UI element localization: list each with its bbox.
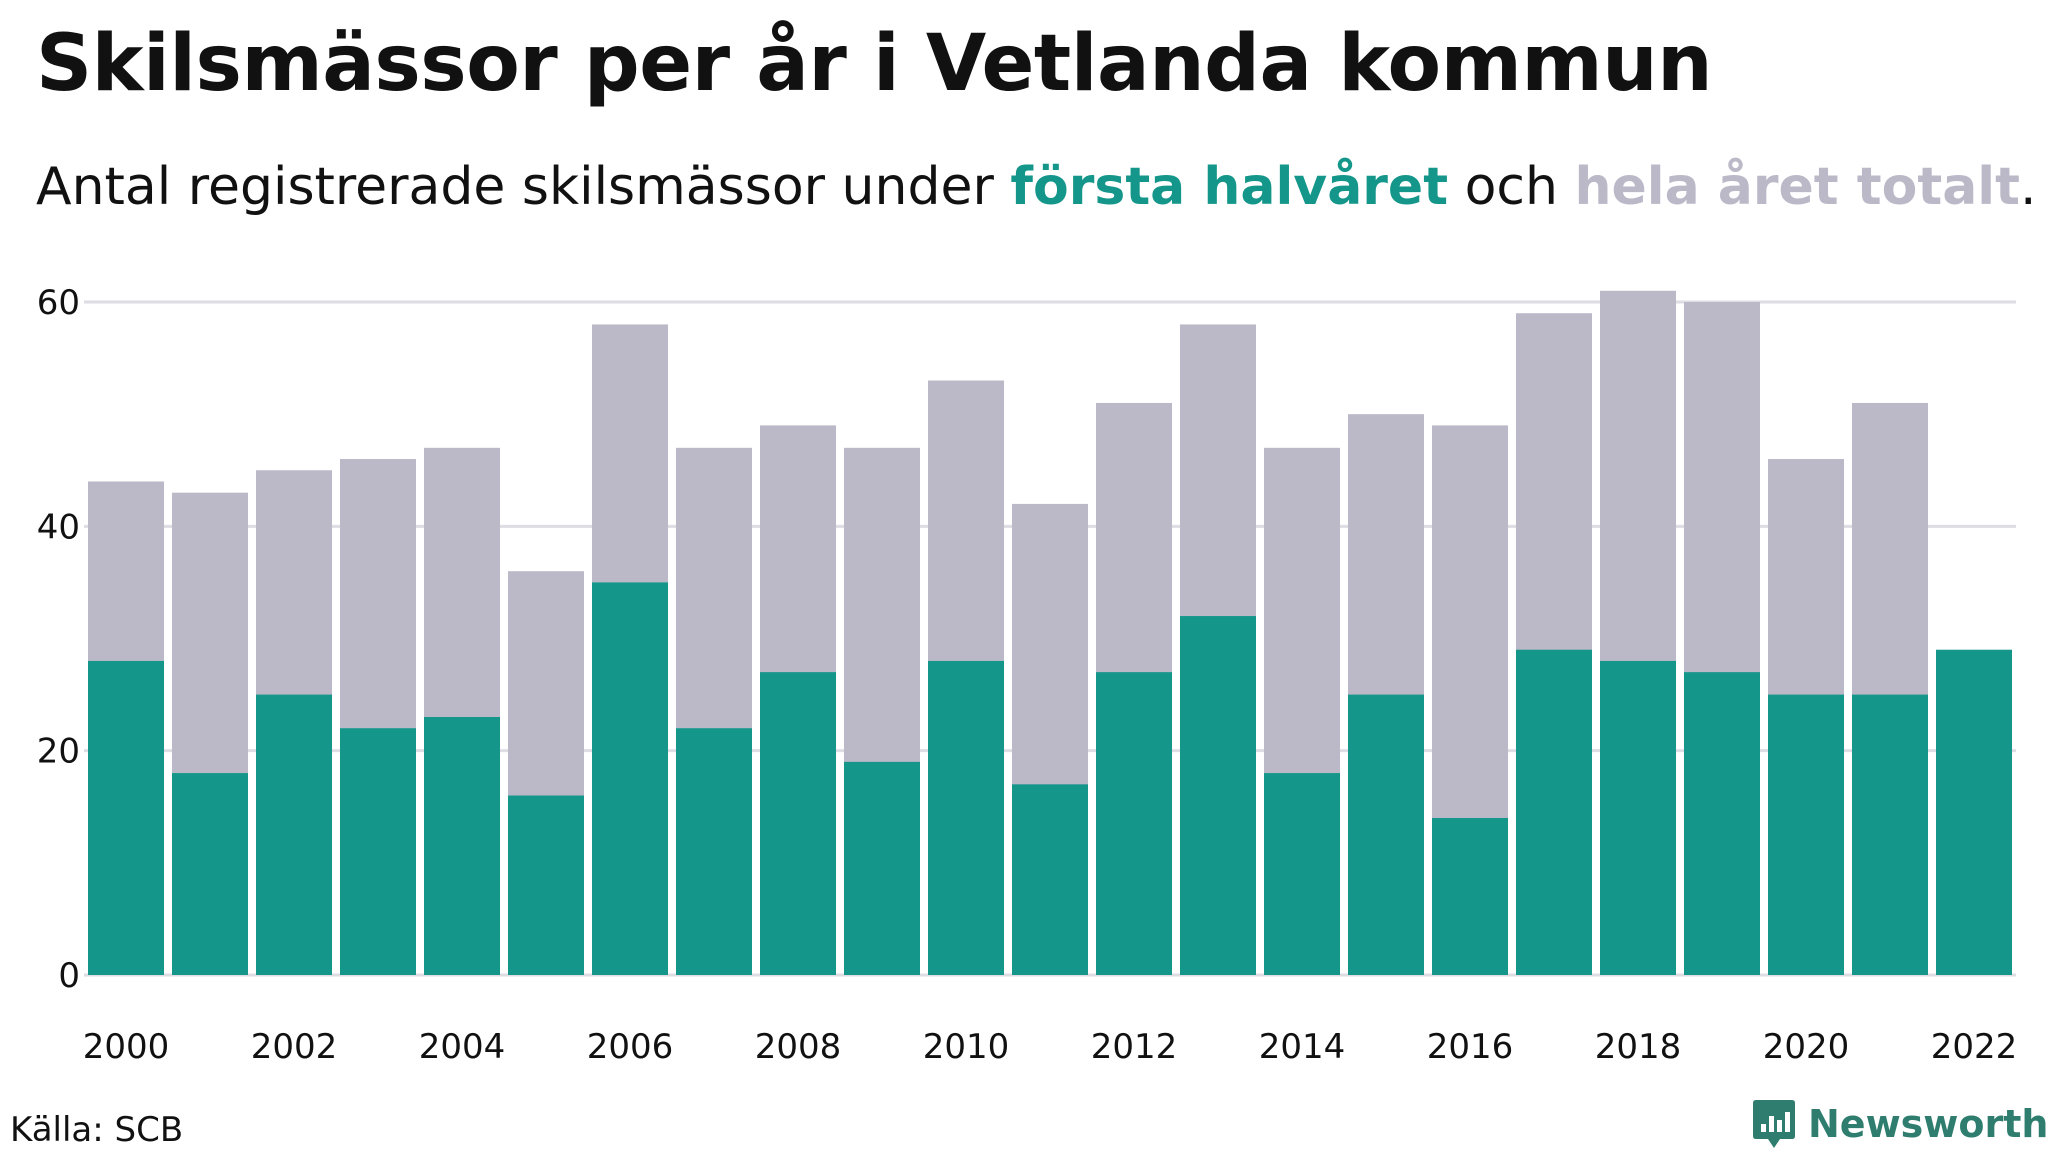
bar-first-half-2005: [508, 795, 584, 975]
y-tick-label: 20: [37, 732, 80, 772]
y-axis: 0 20 40 60: [37, 283, 80, 996]
bar-first-half-2013: [1180, 616, 1256, 975]
subtitle-prefix: Antal registrerade skilsmässor under: [36, 157, 1011, 217]
bar-first-half-2021: [1852, 694, 1928, 975]
y-tick-label: 60: [37, 283, 80, 323]
x-tick-label: 2022: [1931, 1027, 2018, 1067]
x-tick-label: 2014: [1259, 1027, 1346, 1067]
x-tick-label: 2012: [1091, 1027, 1178, 1067]
bar-first-half-2006: [592, 582, 668, 975]
bar-first-half-2007: [676, 728, 752, 975]
subtitle-middle: och: [1448, 157, 1575, 217]
bar-first-half-2011: [1012, 784, 1088, 975]
x-tick-label: 2010: [923, 1027, 1010, 1067]
x-tick-label: 2016: [1427, 1027, 1514, 1067]
newsworthy-logo-icon: [1753, 1100, 1795, 1148]
bar-first-half-2016: [1432, 817, 1508, 975]
bar-first-half-2008: [760, 672, 836, 975]
bar-first-half-2012: [1096, 672, 1172, 975]
source-note: Källa: SCB: [10, 1110, 184, 1150]
subtitle-highlight-first-half: första halvåret: [1010, 157, 1449, 217]
bar-first-half-2018: [1600, 660, 1676, 975]
bar-first-half-2010: [928, 660, 1004, 975]
bar-first-half-2003: [340, 728, 416, 975]
bar-first-half-2002: [256, 694, 332, 975]
chart-subtitle: Antal registrerade skilsmässor under för…: [36, 156, 2037, 218]
brand-name: Newsworthy: [1808, 1102, 2048, 1146]
chart-title: Skilsmässor per år i Vetlanda kommun: [36, 19, 1713, 109]
bar-first-half-2004: [424, 717, 500, 975]
bar-first-half-2000: [88, 660, 164, 975]
y-tick-label: 40: [37, 507, 80, 547]
x-tick-label: 2000: [83, 1027, 170, 1067]
first-half-bars: [88, 582, 2012, 975]
x-tick-label: 2020: [1763, 1027, 1850, 1067]
x-tick-label: 2008: [755, 1027, 842, 1067]
bar-first-half-2009: [844, 761, 920, 975]
x-axis: 2000 2002 2004 2006 2008 2010 2012 2014 2016 2018…: [83, 1027, 2018, 1067]
subtitle-highlight-full-year: hela året totalt: [1574, 157, 2020, 217]
x-tick-label: 2006: [587, 1027, 674, 1067]
brand: Newsworthy: [1752, 1098, 2048, 1150]
subtitle-suffix: .: [2019, 157, 2037, 217]
x-tick-label: 2018: [1595, 1027, 1682, 1067]
x-tick-label: 2004: [419, 1027, 506, 1067]
bar-first-half-2017: [1516, 649, 1592, 975]
x-tick-label: 2002: [251, 1027, 338, 1067]
bar-first-half-2001: [172, 773, 248, 975]
bar-first-half-2015: [1348, 694, 1424, 975]
bar-first-half-2020: [1768, 694, 1844, 975]
bar-first-half-2022: [1936, 649, 2012, 975]
bar-first-half-2014: [1264, 773, 1340, 975]
bar-first-half-2019: [1684, 672, 1760, 975]
y-tick-label: 0: [58, 956, 80, 996]
